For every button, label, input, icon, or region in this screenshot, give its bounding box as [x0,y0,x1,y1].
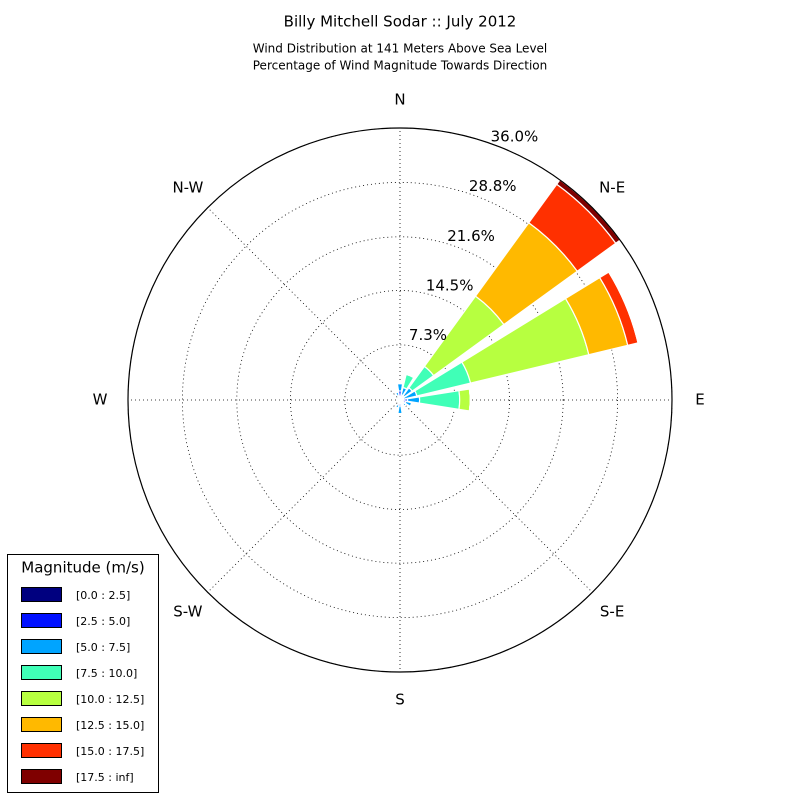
legend-label: [12.5 : 15.0] [76,719,144,732]
legend-label: [17.5 : inf] [76,771,134,784]
direction-label: S-E [600,603,624,621]
chart-subtitle: Percentage of Wind Magnitude Towards Dir… [253,59,547,73]
legend-swatch [21,639,62,654]
wedge [458,388,471,412]
polar-frame [127,127,673,673]
r-tick-label: 28.8% [469,177,517,195]
grid-spoke [207,399,401,593]
grid-spoke [399,399,593,593]
grid-circle [236,236,564,564]
direction-label: W [93,391,108,409]
r-tick-label: 21.6% [447,227,495,245]
chart-title: Billy Mitchell Sodar :: July 2012 [284,13,517,31]
r-tick-label: 7.3% [409,326,447,344]
legend-label: [15.0 : 17.5] [76,745,144,758]
legend-swatch [21,665,62,680]
wedge [401,403,404,406]
legend-swatch [21,691,62,706]
legend-label: [2.5 : 5.0] [76,615,130,628]
direction-label: S-W [173,603,202,621]
wedge [406,373,415,378]
r-tick-label: 14.5% [426,276,474,294]
direction-label: N [394,91,405,109]
direction-label: N-E [599,178,625,196]
legend-label: [10.0 : 12.5] [76,693,144,706]
legend-title: Magnitude (m/s) [21,559,144,577]
legend-swatch [21,743,62,758]
grid-spoke [207,207,401,401]
grid-circle [181,181,619,619]
legend-label: [5.0 : 7.5] [76,641,130,654]
direction-label: N-W [172,178,203,196]
direction-label: S [395,691,405,709]
r-tick-label: 36.0% [491,127,539,145]
legend-swatch [21,717,62,732]
chart-subtitle: Wind Distribution at 141 Meters Above Se… [253,42,548,56]
legend-swatch [21,587,62,602]
direction-label: E [695,391,704,409]
wedge [409,402,413,407]
legend-label: [7.5 : 10.0] [76,667,137,680]
wedge [468,388,471,412]
legend-label: [0.0 : 2.5] [76,589,130,602]
legend-swatch [21,769,62,784]
legend-swatch [21,613,62,628]
